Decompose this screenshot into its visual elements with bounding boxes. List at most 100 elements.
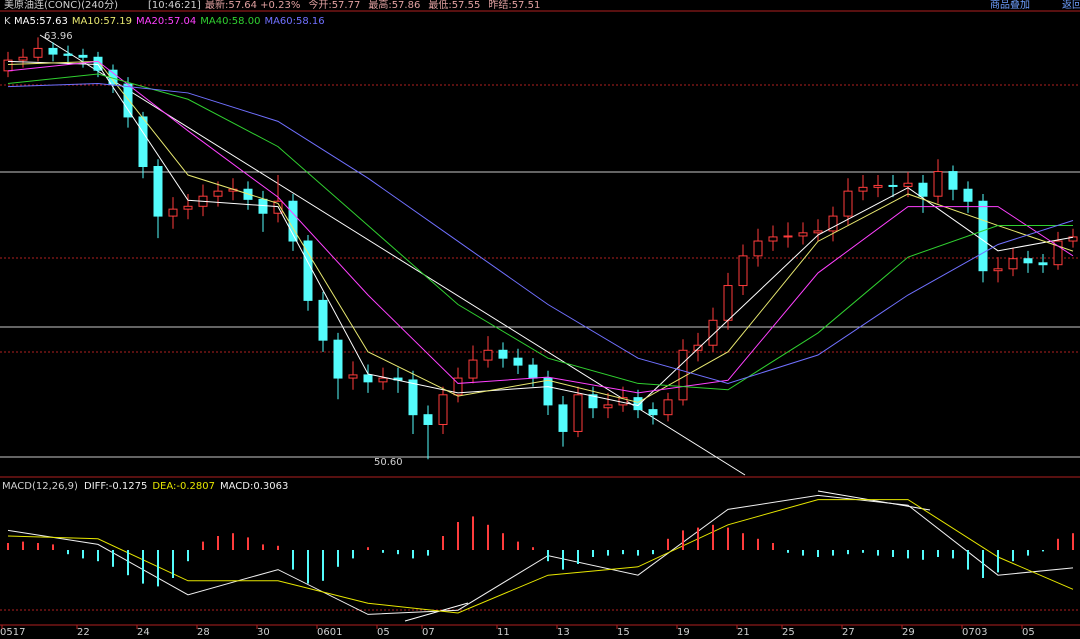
candle-body [153, 166, 163, 217]
legend-entry: MA20:57.04 [136, 16, 196, 27]
candle-body [528, 364, 538, 379]
x-tick-label: 21 [737, 627, 750, 638]
macd-line [7, 494, 1074, 615]
quote-item: 最新:57.64 +0.23% [205, 0, 300, 11]
ma-line [7, 73, 1073, 391]
candle-body [633, 397, 643, 411]
legend-entry: DIFF:-0.1275 [84, 481, 147, 492]
x-tick-label: 27 [842, 627, 855, 638]
candle-body [1008, 258, 1018, 270]
candle-body [378, 377, 388, 383]
x-tick-label: 28 [197, 627, 210, 638]
candle-body [183, 205, 193, 210]
candle-body [498, 349, 508, 359]
candle-body [333, 339, 343, 379]
candle-body [993, 268, 1003, 272]
instrument-title: 美原油连(CONC)(240分) [4, 0, 118, 11]
overlay-button[interactable]: 商品叠加 [990, 0, 1030, 11]
candle-body [888, 184, 898, 187]
ma-line [7, 60, 1074, 394]
candle-body [123, 83, 133, 118]
quote-item: 今开:57.77 [308, 0, 360, 11]
candle-body [48, 47, 58, 55]
macd-label: MACD(12,26,9) [2, 481, 78, 492]
x-tick-label: 05 [377, 627, 390, 638]
quote-bar: 最新:57.64 +0.23% 今开:57.77 最高:57.86 最低:57.55 昨… [205, 0, 540, 11]
candle-body [723, 285, 733, 321]
x-tick-label: 07 [422, 627, 435, 638]
candle-body [813, 230, 823, 234]
candle-body [783, 235, 793, 238]
legend-entry: MA60:58.16 [264, 16, 324, 27]
quote-item: 昨结:57.51 [488, 0, 540, 11]
candle-body [483, 349, 493, 361]
candle-body [933, 171, 943, 197]
x-tick-label: 0517 [0, 627, 25, 638]
candle-body [603, 404, 613, 409]
macd-line [7, 499, 1074, 614]
candle-body [363, 374, 373, 383]
candle-body [213, 190, 223, 197]
candle-body [663, 399, 673, 416]
ma-line [7, 82, 1074, 384]
quote-item: 最高:57.86 [368, 0, 420, 11]
candle-body [33, 47, 43, 58]
quote-time: [10:46:21] [148, 0, 201, 11]
quote-item: 最低:57.55 [428, 0, 480, 11]
candle-body [318, 299, 328, 341]
candle-body [1023, 258, 1033, 264]
candle-body [963, 188, 973, 202]
candle-body [168, 208, 178, 217]
x-tick-label: 29 [902, 627, 915, 638]
candle-body [438, 394, 448, 425]
legend-entry: MA10:57.19 [72, 16, 132, 27]
candle-body [408, 379, 418, 416]
x-tick-label: 30 [257, 627, 270, 638]
trend-line [817, 490, 931, 511]
x-tick-label: 15 [617, 627, 630, 638]
candle-body [543, 377, 553, 406]
candle-body [573, 394, 583, 432]
legend-entry: MA40:58.00 [200, 16, 260, 27]
candle-body [873, 184, 883, 188]
candle-body [93, 56, 103, 71]
x-tick-label: 19 [677, 627, 690, 638]
candle-body [858, 186, 868, 192]
candle-body [558, 404, 568, 432]
candle-body [828, 215, 838, 232]
ma-line [7, 60, 1074, 407]
candle-body [513, 357, 523, 366]
candle-body [1038, 262, 1048, 266]
candle-body [978, 200, 988, 272]
candle-body [648, 409, 658, 416]
candle-body [798, 232, 808, 237]
candle-body [18, 56, 28, 61]
candle-body [423, 414, 433, 425]
high-annotation: 63.96 [44, 31, 73, 42]
trend-line [404, 602, 469, 622]
candle-body [63, 53, 73, 56]
candle-body [693, 344, 703, 351]
candle-body [78, 54, 88, 58]
candle-body [843, 190, 853, 217]
ma-line [7, 60, 1074, 403]
legend-entry: DEA:-0.2807 [152, 481, 215, 492]
candle-body [708, 319, 718, 346]
back-button[interactable]: 返回 [1062, 0, 1080, 11]
x-tick-label: 0703 [962, 627, 987, 638]
candle-body [303, 240, 313, 301]
candle-body [468, 359, 478, 379]
candle-body [768, 236, 778, 242]
x-tick-label: 11 [497, 627, 510, 638]
legend-entry: MACD:0.3063 [220, 481, 288, 492]
candle-body [1053, 240, 1063, 266]
x-tick-label: 25 [782, 627, 795, 638]
candle-body [738, 255, 748, 287]
candle-body [258, 198, 268, 214]
legend-entry: MA5:57.63 [14, 16, 68, 27]
x-tick-label: 0601 [317, 627, 342, 638]
candle-body [948, 171, 958, 190]
candle-body [1068, 236, 1078, 242]
x-tick-label: 05 [1022, 627, 1035, 638]
